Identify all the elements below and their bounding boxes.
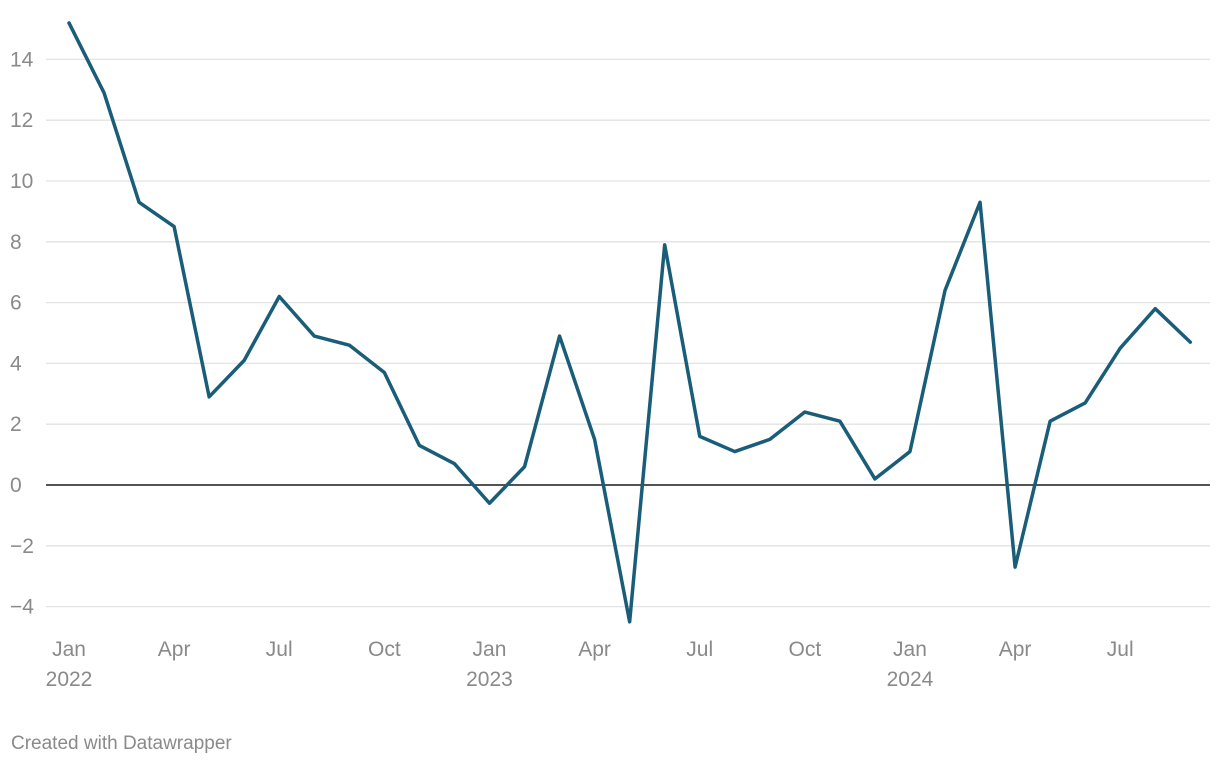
- grid-lines: [46, 58, 1210, 608]
- data-point: [486, 500, 492, 506]
- series-layer: [66, 20, 1193, 625]
- data-point: [592, 436, 598, 442]
- y-tick-label: 8: [10, 231, 22, 254]
- data-point: [101, 90, 107, 96]
- x-tick-year-label: 2022: [46, 668, 93, 691]
- data-point: [1152, 306, 1158, 312]
- data-point: [66, 20, 72, 26]
- datawrapper-credit: Created with Datawrapper: [11, 733, 232, 754]
- x-tick-label: Jan: [52, 638, 86, 661]
- data-point: [662, 242, 668, 248]
- data-point: [346, 342, 352, 348]
- data-point: [907, 449, 913, 455]
- data-point: [732, 449, 738, 455]
- data-point: [416, 442, 422, 448]
- x-tick-label: Apr: [158, 638, 191, 661]
- x-tick-year-label: 2023: [466, 668, 513, 691]
- data-point: [276, 294, 282, 300]
- y-tick-label: 4: [10, 352, 22, 375]
- x-tick-year-label: 2024: [887, 668, 934, 691]
- data-point: [697, 433, 703, 439]
- data-point: [522, 464, 528, 470]
- x-tick-label: Jul: [686, 638, 713, 661]
- data-point: [557, 333, 563, 339]
- data-point: [206, 394, 212, 400]
- data-point: [872, 476, 878, 482]
- data-point: [171, 224, 177, 230]
- x-tick-label: Apr: [999, 638, 1032, 661]
- y-tick-label: 12: [10, 109, 33, 132]
- y-tick-label: 0: [10, 474, 22, 497]
- data-point: [1187, 339, 1193, 345]
- x-axis-ticks: Jan 2022 Apr Jul Oct Jan 2023 Apr Jul Oct Jan 2024 A…: [46, 638, 1134, 691]
- y-tick-label: 6: [10, 292, 22, 315]
- data-point: [1082, 400, 1088, 406]
- data-point: [1117, 345, 1123, 351]
- y-tick-label: 14: [10, 48, 34, 71]
- x-tick-label: Oct: [789, 638, 822, 661]
- data-point: [311, 333, 317, 339]
- x-tick-label: Jan: [473, 638, 507, 661]
- y-tick-label: −2: [10, 535, 34, 558]
- data-point: [1012, 564, 1018, 570]
- x-tick-label: Apr: [578, 638, 611, 661]
- y-tick-label: −4: [10, 596, 34, 619]
- x-tick-label: Jul: [1107, 638, 1134, 661]
- x-tick-label: Jul: [266, 638, 293, 661]
- data-point: [977, 199, 983, 205]
- data-point: [942, 287, 948, 293]
- y-axis-ticks: 14 12 10 8 6 4 2 0 −2 −4: [10, 48, 34, 618]
- data-point: [136, 199, 142, 205]
- data-point: [241, 357, 247, 363]
- x-tick-label: Jan: [893, 638, 927, 661]
- data-point: [1047, 418, 1053, 424]
- data-point: [837, 418, 843, 424]
- data-point: [627, 619, 633, 625]
- data-point: [767, 436, 773, 442]
- x-tick-label: Oct: [368, 638, 401, 661]
- data-point: [381, 370, 387, 376]
- data-point: [802, 409, 808, 415]
- data-point: [451, 461, 457, 467]
- y-tick-label: 10: [10, 170, 33, 193]
- series-line-value: [67, 21, 1193, 624]
- y-tick-label: 2: [10, 413, 22, 436]
